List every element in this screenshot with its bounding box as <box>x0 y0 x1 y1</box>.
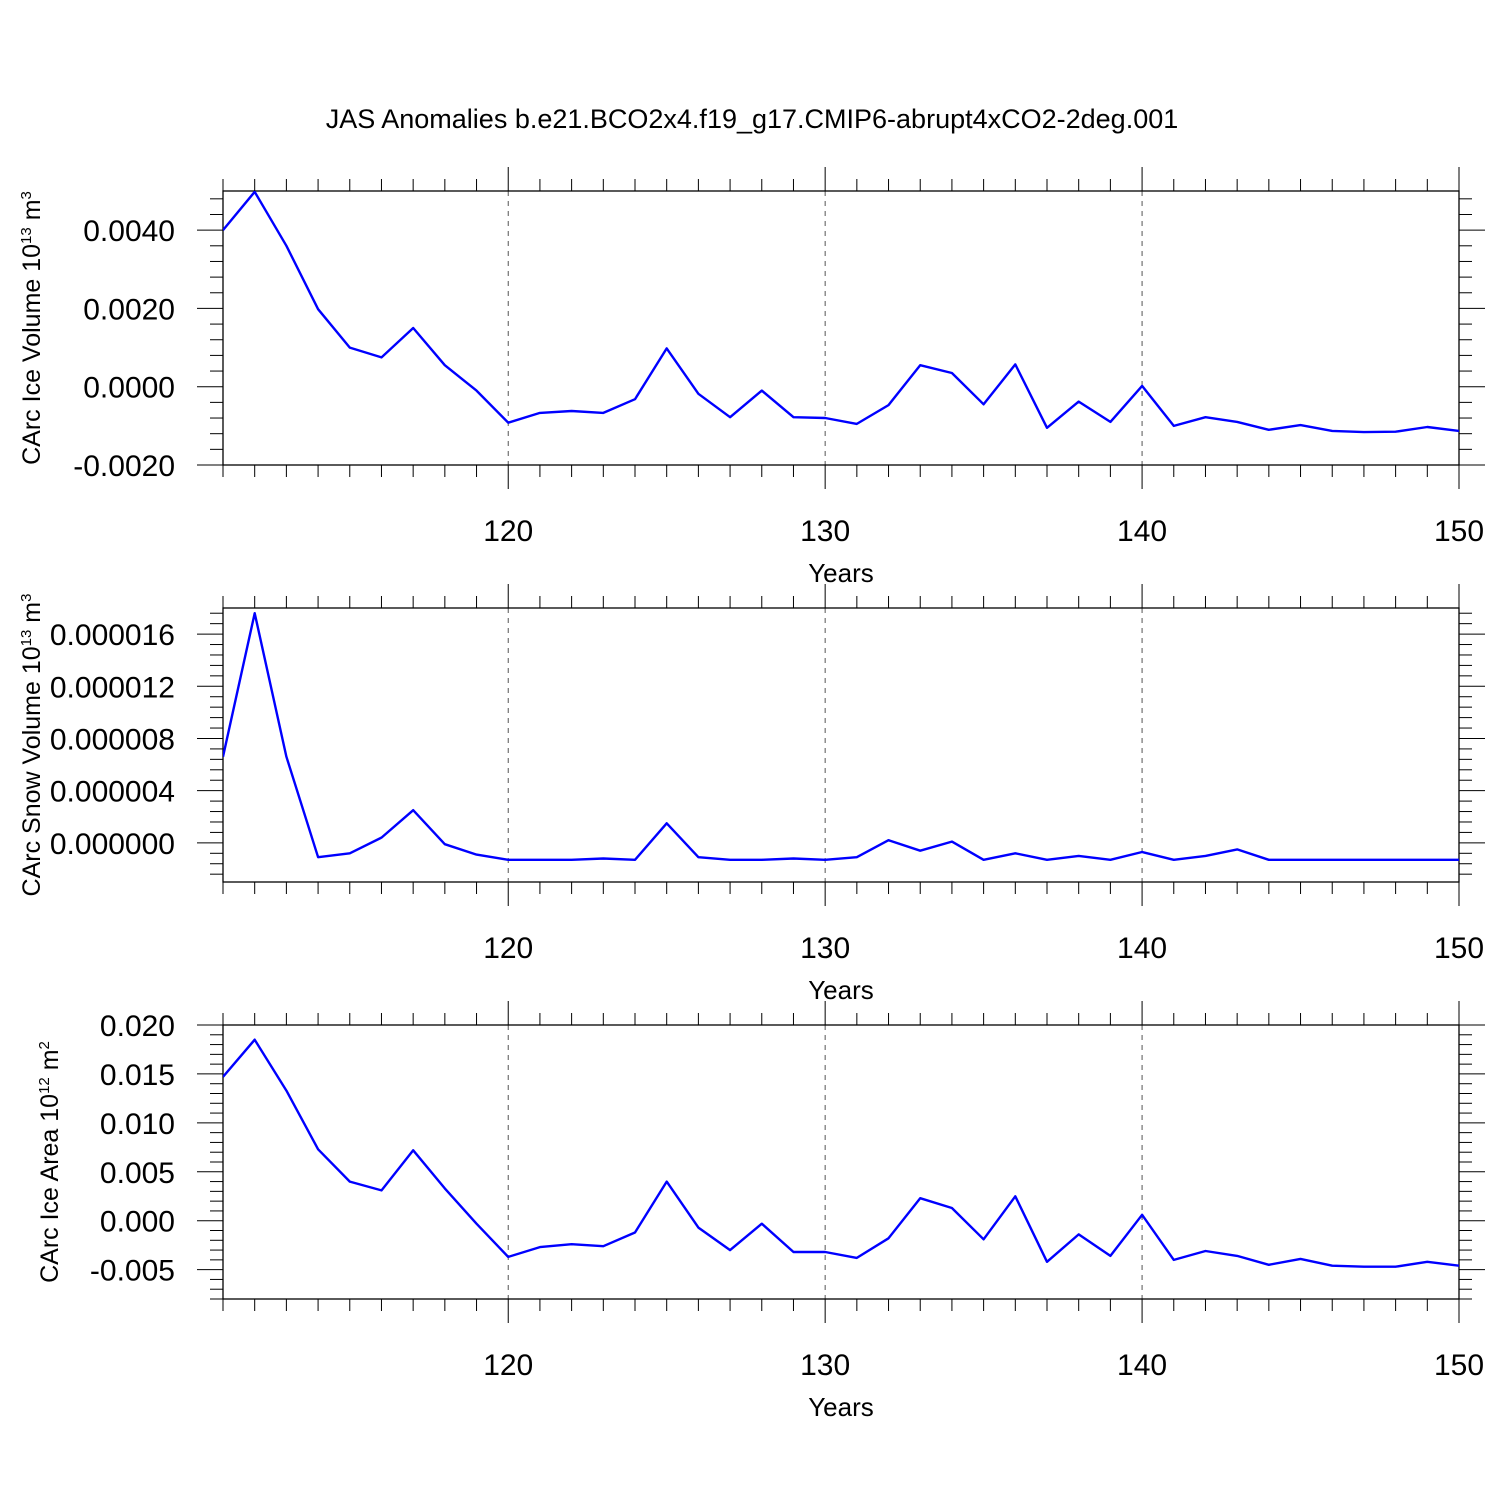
x-tick-label: 150 <box>1434 932 1484 965</box>
x-tick-label: 150 <box>1434 515 1484 548</box>
y-tick-label: -0.005 <box>90 1255 175 1288</box>
y-axis-label-text: m <box>36 1049 64 1077</box>
y-axis-label: CArc Ice Area 1012 m2 <box>36 1041 64 1283</box>
y-tick-label: -0.0020 <box>73 450 175 483</box>
y-tick-label: 0.0020 <box>83 293 175 326</box>
y-tick-label: 0.000012 <box>50 671 175 704</box>
x-tick-label: 140 <box>1117 932 1167 965</box>
plot-frame <box>222 607 1460 883</box>
plot-frame <box>222 190 1460 466</box>
x-tick-label: 140 <box>1117 515 1167 548</box>
chart-panel-3: 120 130 140 150 Years -0.005 0.000 0.005 0.010 0.… <box>36 1001 1485 1422</box>
x-tick-label: 150 <box>1434 1349 1484 1382</box>
y-tick-label: 0.005 <box>100 1157 175 1190</box>
x-tick-label: 130 <box>800 1349 850 1382</box>
y-axis-label: CArc Snow Volume 1013 m3 <box>18 594 46 897</box>
series-line <box>223 1038 1459 1268</box>
x-axis-label: Years <box>808 975 874 1005</box>
y-axis-label-superscript: 3 <box>18 191 35 199</box>
y-axis-label-superscript: 12 <box>36 1077 53 1094</box>
x-tick-label: 140 <box>1117 1349 1167 1382</box>
chart-panel-1: 120 130 140 150 Years -0.0020 0.0000 0.0020 0.00… <box>18 167 1485 588</box>
x-tick-label: 130 <box>800 515 850 548</box>
figure-title: JAS Anomalies b.e21.BCO2x4.f19_g17.CMIP6… <box>326 104 1179 134</box>
y-axis-label-text: CArc Snow Volume 10 <box>18 646 46 896</box>
x-axis-label: Years <box>808 1392 874 1422</box>
x-tick-label: 120 <box>483 932 533 965</box>
chart-panel-2: 120 130 140 150 Years 0.000000 0.000004 0.00000… <box>18 584 1485 1005</box>
y-axis-label-superscript: 13 <box>18 227 35 244</box>
y-axis-label-text: CArc Ice Volume 10 <box>18 244 46 465</box>
y-tick-label: 0.010 <box>100 1108 175 1141</box>
plot-frame <box>222 1024 1460 1300</box>
y-tick-label: 0.000016 <box>50 619 175 652</box>
y-tick-label: 0.000000 <box>50 828 175 861</box>
x-tick-label: 120 <box>483 515 533 548</box>
y-tick-label: 0.0040 <box>83 215 175 248</box>
y-tick-label: 0.000 <box>100 1206 175 1239</box>
y-axis-label-text: CArc Ice Area 10 <box>36 1094 64 1283</box>
y-tick-label: 0.020 <box>100 1010 175 1043</box>
y-tick-label: 0.0000 <box>83 372 175 405</box>
x-axis-label: Years <box>808 558 874 588</box>
y-tick-label: 0.015 <box>100 1059 175 1092</box>
y-axis-label: CArc Ice Volume 1013 m3 <box>18 191 46 465</box>
y-tick-label: 0.000004 <box>50 776 175 809</box>
x-tick-label: 130 <box>800 932 850 965</box>
y-axis-label-superscript: 3 <box>18 594 35 602</box>
y-axis-label-superscript: 2 <box>36 1041 53 1049</box>
y-axis-label-text: m <box>18 602 46 630</box>
y-axis-label-superscript: 13 <box>18 630 35 647</box>
x-tick-label: 120 <box>483 1349 533 1382</box>
y-tick-label: 0.000008 <box>50 723 175 756</box>
series-line <box>223 191 1459 434</box>
y-axis-label-text: m <box>18 199 46 227</box>
series-line <box>223 612 1459 861</box>
